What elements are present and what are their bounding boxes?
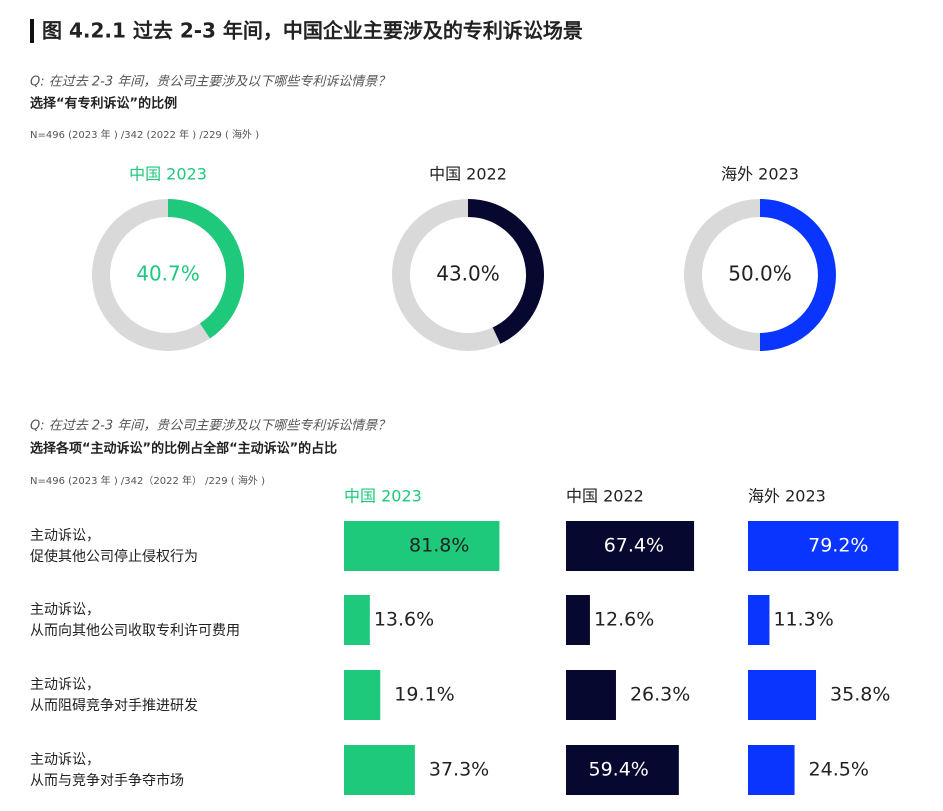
donut-arc xyxy=(759,199,836,351)
bar xyxy=(344,670,381,720)
value-label: 37.3% xyxy=(429,759,489,781)
value-label: 26.3% xyxy=(630,684,690,706)
donut-label: 40.7% xyxy=(136,262,200,286)
row-label: 主动诉讼， xyxy=(30,602,100,618)
value-label: 59.4% xyxy=(589,759,649,781)
donut-label: 50.0% xyxy=(728,262,792,286)
value-label: 79.2% xyxy=(808,535,868,557)
donut-arc xyxy=(167,199,244,339)
row-label: 从而向其他公司收取专利许可费用 xyxy=(30,623,240,639)
bar xyxy=(566,521,695,571)
column-title: 中国 2022 xyxy=(566,487,644,506)
bar xyxy=(566,745,679,795)
bar xyxy=(566,670,616,720)
value-label: 67.4% xyxy=(604,535,664,557)
row-label: 主动诉讼， xyxy=(30,528,100,544)
subtitle: 选择各项“主动诉讼”的比例占全部“主动诉讼”的占比 xyxy=(30,441,337,457)
title-marker xyxy=(30,19,34,43)
value-label: 81.8% xyxy=(409,535,469,557)
row-label: 促使其他公司停止侵权行为 xyxy=(30,548,198,565)
row-label: 从而阻碍竞争对手推进研发 xyxy=(30,697,198,714)
donut-label: 43.0% xyxy=(436,262,500,286)
value-label: 11.3% xyxy=(773,609,833,631)
donut-arc xyxy=(467,199,544,344)
bar xyxy=(748,670,817,720)
value-label: 35.8% xyxy=(830,684,890,706)
bar xyxy=(748,745,795,795)
question: Q: 在过去 2-3 年间，贵公司主要涉及以下哪些专利诉讼情景？ xyxy=(30,419,390,434)
bar xyxy=(748,595,770,645)
row-label: 从而与竞争对手争夺市场 xyxy=(30,772,184,789)
note: N=496 (2023 年 ) /342（2022 年） /229 ( 海外 ) xyxy=(30,474,265,487)
value-label: 19.1% xyxy=(394,684,454,706)
row-label: 主动诉讼， xyxy=(30,752,100,768)
question: Q: 在过去 2-3 年间，贵公司主要涉及以下哪些专利诉讼情景？ xyxy=(30,75,390,90)
note: N=496 (2023 年 ) /342 (2022 年 ) /229 ( 海外… xyxy=(30,128,259,141)
donut-title: 中国 2023 xyxy=(129,165,207,184)
page-title: 图 4.2.1 过去 2-3 年间，中国企业主要涉及的专利诉讼场景 xyxy=(42,19,583,43)
bar xyxy=(748,521,899,571)
donut-title: 中国 2022 xyxy=(429,165,507,184)
column-title: 中国 2023 xyxy=(344,487,422,506)
column-title: 海外 2023 xyxy=(748,487,826,506)
bar xyxy=(566,595,590,645)
bar xyxy=(344,521,500,571)
row-label: 主动诉讼， xyxy=(30,677,100,693)
donut-title: 海外 2023 xyxy=(721,165,799,184)
value-label: 12.6% xyxy=(594,609,654,631)
value-label: 13.6% xyxy=(374,609,434,631)
subtitle: 选择“有专利诉讼”的比例 xyxy=(30,96,177,112)
value-label: 24.5% xyxy=(809,759,869,781)
bar xyxy=(344,595,370,645)
bar xyxy=(344,745,415,795)
